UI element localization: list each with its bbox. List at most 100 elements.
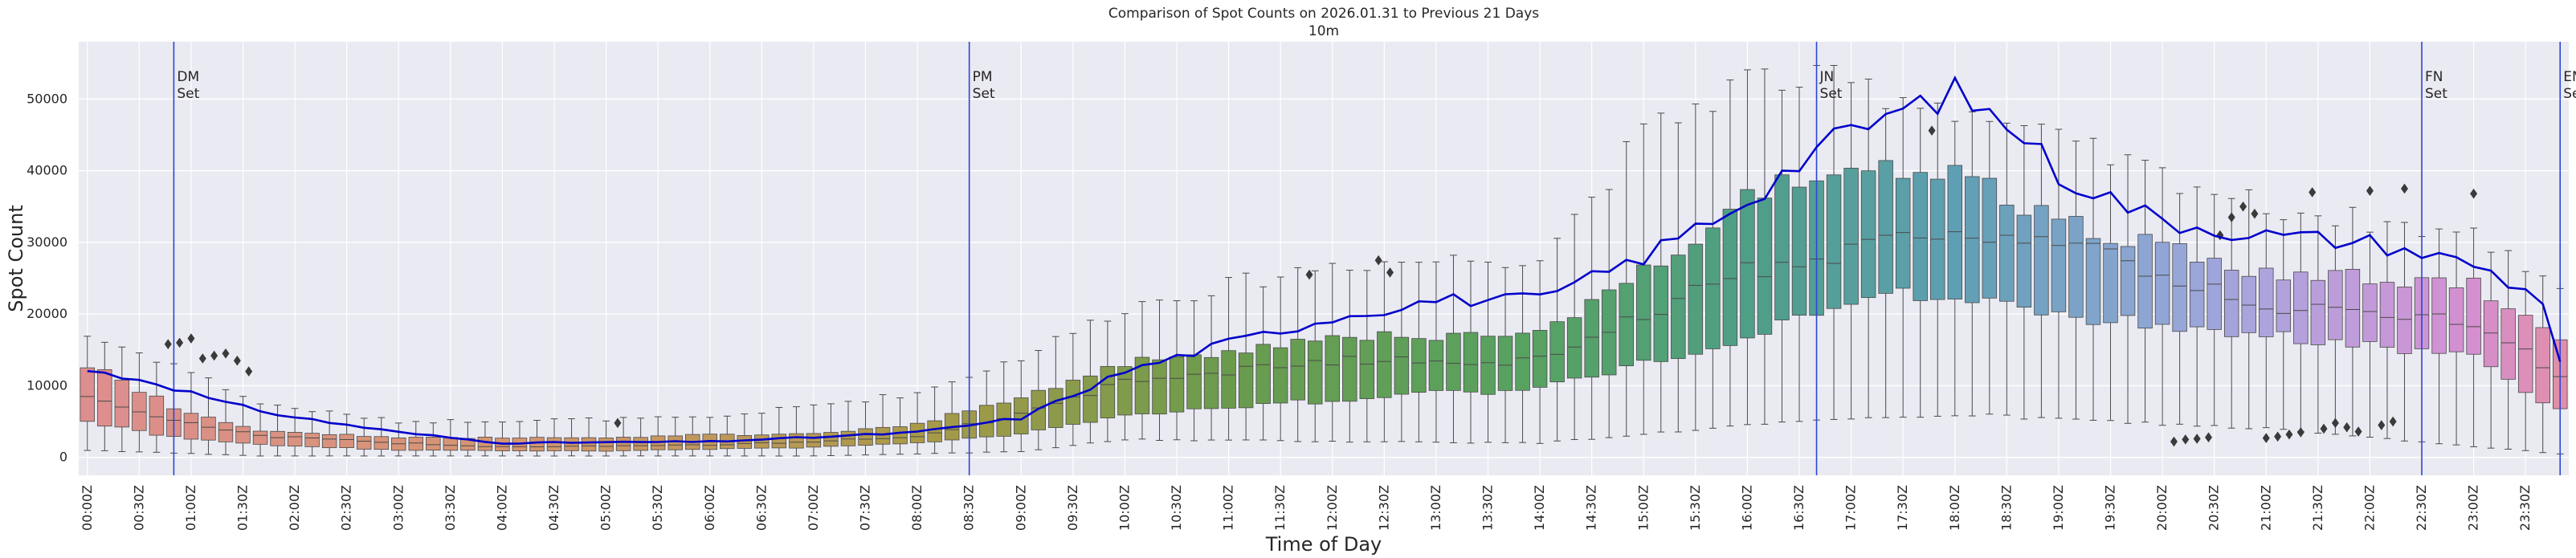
event-label: FN xyxy=(2425,69,2443,85)
x-tick-label: 21:00Z xyxy=(2258,485,2273,531)
box-iqr xyxy=(2172,243,2187,332)
box-113 xyxy=(2034,124,2049,418)
box-28 xyxy=(564,418,579,457)
box-81 xyxy=(1480,261,1496,443)
box-iqr xyxy=(2223,270,2239,337)
box-iqr xyxy=(1083,375,1098,423)
box-50 xyxy=(944,381,960,454)
outlier-point xyxy=(2470,188,2478,199)
outlier-point xyxy=(614,417,622,429)
box-iqr xyxy=(1359,340,1375,399)
box-iqr xyxy=(1636,264,1651,361)
x-tick-label: 17:00Z xyxy=(1843,485,1859,531)
box-iqr xyxy=(2345,268,2361,348)
outlier-point xyxy=(2251,208,2259,219)
box-49 xyxy=(927,386,942,454)
box-iqr xyxy=(1134,356,1150,414)
outlier-point xyxy=(2400,183,2408,194)
y-tick-label: 0 xyxy=(59,450,67,465)
outlier-point xyxy=(2285,429,2293,440)
x-tick-label: 09:00Z xyxy=(1013,485,1028,531)
outlier-point xyxy=(198,353,206,364)
box-iqr xyxy=(1878,160,1893,294)
box-iqr xyxy=(1826,174,1842,309)
box-iqr xyxy=(1566,317,1582,379)
box-15 xyxy=(339,413,354,457)
box-119 xyxy=(2137,160,2153,423)
box-iqr xyxy=(2328,270,2343,340)
box-iqr xyxy=(2483,300,2499,368)
event-lines: DMSetPMSetJNSetFNSetEMSet xyxy=(173,42,2576,475)
box-iqr xyxy=(1532,330,1548,388)
box-1 xyxy=(97,341,112,451)
outlier-point xyxy=(2296,427,2305,438)
box-78 xyxy=(1428,261,1444,443)
box-iqr xyxy=(2259,267,2274,337)
box-142 xyxy=(2535,275,2550,454)
box-116 xyxy=(2085,137,2101,421)
box-iqr xyxy=(2535,327,2550,404)
box-iqr xyxy=(2517,315,2533,393)
box-63 xyxy=(1169,300,1185,441)
box-133 xyxy=(2379,221,2395,439)
box-128 xyxy=(2293,212,2309,432)
box-65 xyxy=(1203,295,1219,441)
box-34 xyxy=(667,417,683,457)
box-iqr xyxy=(2431,277,2447,354)
box-iqr xyxy=(1653,265,1669,362)
box-iqr xyxy=(1671,255,1686,360)
box-iqr xyxy=(2189,262,2205,328)
box-122 xyxy=(2189,186,2205,427)
box-iqr xyxy=(252,430,268,445)
outlier-point xyxy=(2354,426,2362,437)
box-iqr xyxy=(408,437,424,451)
box-iqr xyxy=(1446,332,1461,391)
box-iqr xyxy=(1272,347,1288,404)
box-iqr xyxy=(546,437,562,451)
x-tick-label: 14:30Z xyxy=(1584,485,1599,531)
box-iqr xyxy=(114,380,130,428)
box-iqr xyxy=(1688,243,1704,355)
box-91 xyxy=(1653,112,1669,433)
box-95 xyxy=(1722,79,1738,427)
box-115 xyxy=(2068,141,2084,420)
y-tick-label: 40000 xyxy=(27,163,67,178)
outlier-point xyxy=(2262,433,2270,443)
outlier-point xyxy=(210,350,218,361)
outlier-point xyxy=(2389,416,2397,427)
box-75 xyxy=(1377,261,1392,442)
x-tick-label: 03:00Z xyxy=(390,485,406,531)
box-134 xyxy=(2397,222,2412,442)
x-tick-label: 08:00Z xyxy=(909,485,925,531)
box-104 xyxy=(1878,108,1893,418)
x-tick-label: 07:30Z xyxy=(858,485,873,531)
box-84 xyxy=(1532,260,1548,444)
x-tick-label: 01:00Z xyxy=(183,485,198,531)
box-iqr xyxy=(1584,299,1599,378)
outlier-point xyxy=(2170,436,2178,447)
box-iqr xyxy=(1619,283,1634,367)
box-67 xyxy=(1238,272,1254,441)
box-iqr xyxy=(892,426,908,445)
y-axis-label: Spot Count xyxy=(5,205,27,312)
box-iqr xyxy=(1895,177,1911,289)
box-iqr xyxy=(1480,336,1496,395)
box-iqr xyxy=(754,434,770,449)
box-iqr xyxy=(1982,177,1998,299)
outlier-point xyxy=(2320,423,2328,434)
box-iqr xyxy=(1203,356,1219,409)
x-tick-label: 18:30Z xyxy=(1998,485,2014,531)
box-iqr xyxy=(1965,176,1980,303)
box-3 xyxy=(132,352,147,453)
box-iqr xyxy=(2016,214,2032,308)
box-iqr xyxy=(374,436,389,450)
box-17 xyxy=(374,417,389,457)
box-140 xyxy=(2500,250,2516,450)
event-label-set: Set xyxy=(2425,86,2447,102)
box-iqr xyxy=(1238,352,1254,409)
box-iqr xyxy=(97,369,112,427)
box-110 xyxy=(1982,120,1998,415)
box-iqr xyxy=(2466,277,2481,355)
box-32 xyxy=(633,417,648,457)
outlier-point xyxy=(2239,201,2247,212)
